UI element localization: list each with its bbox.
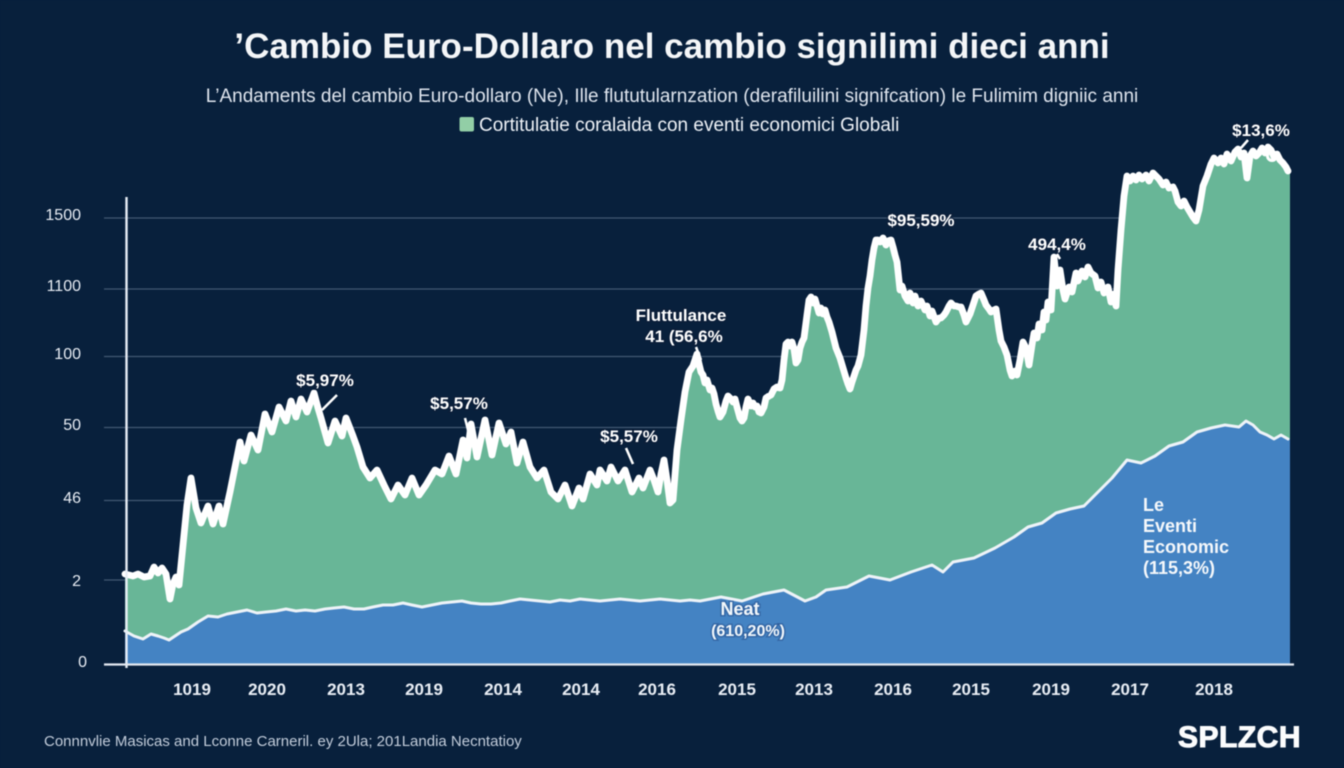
- svg-text:Connnvlie Masicas and Lconne C: Connnvlie Masicas and Lconne Carneril. e…: [44, 733, 522, 750]
- svg-text:100: 100: [54, 346, 81, 363]
- svg-text:2015: 2015: [952, 680, 990, 699]
- svg-text:Economic: Economic: [1143, 537, 1229, 557]
- svg-text:50: 50: [63, 417, 81, 434]
- svg-text:1500: 1500: [45, 207, 81, 224]
- svg-text:0: 0: [78, 654, 87, 671]
- svg-text:$5,57%: $5,57%: [430, 394, 488, 413]
- svg-text:Fluttulance: Fluttulance: [636, 306, 727, 325]
- svg-text:46: 46: [63, 490, 81, 507]
- svg-text:Eventi: Eventi: [1143, 516, 1197, 536]
- svg-text:Neat: Neat: [720, 599, 759, 619]
- svg-text:$5,97%: $5,97%: [296, 371, 354, 390]
- svg-text:2014: 2014: [484, 680, 522, 699]
- svg-text:SPLZCH: SPLZCH: [1178, 721, 1301, 754]
- svg-text:Cortitulatie coralaida con eve: Cortitulatie coralaida con eventi econom…: [479, 115, 899, 136]
- svg-text:1019: 1019: [173, 680, 211, 699]
- svg-text:494,4%: 494,4%: [1028, 235, 1086, 254]
- svg-text:2013: 2013: [795, 680, 833, 699]
- svg-text:2020: 2020: [248, 680, 286, 699]
- svg-text:L’Andaments del cambio Euro-do: L’Andaments del cambio Euro-dollaro (Ne)…: [206, 86, 1139, 107]
- svg-text:$95,59%: $95,59%: [887, 211, 954, 230]
- svg-text:2019: 2019: [405, 680, 443, 699]
- svg-text:(610,20%): (610,20%): [711, 623, 785, 640]
- svg-text:$13,6%: $13,6%: [1232, 121, 1290, 140]
- svg-text:(115,3%): (115,3%): [1143, 558, 1215, 578]
- svg-text:’Cambio Euro-Dollaro nel cambi: ’Cambio Euro-Dollaro nel cambio signilim…: [234, 27, 1109, 66]
- svg-text:2016: 2016: [638, 680, 676, 699]
- svg-text:2019: 2019: [1032, 680, 1070, 699]
- svg-text:2016: 2016: [874, 680, 912, 699]
- svg-text:2014: 2014: [562, 680, 600, 699]
- svg-text:2015: 2015: [718, 680, 756, 699]
- svg-text:$5,57%: $5,57%: [600, 427, 658, 446]
- svg-text:Le: Le: [1143, 495, 1164, 515]
- svg-text:2018: 2018: [1195, 680, 1233, 699]
- svg-text:2013: 2013: [327, 680, 365, 699]
- svg-text:41 (56,6%: 41 (56,6%: [645, 327, 723, 346]
- svg-text:1100: 1100: [47, 278, 82, 295]
- svg-text:2017: 2017: [1111, 680, 1149, 699]
- svg-text:2: 2: [72, 573, 81, 590]
